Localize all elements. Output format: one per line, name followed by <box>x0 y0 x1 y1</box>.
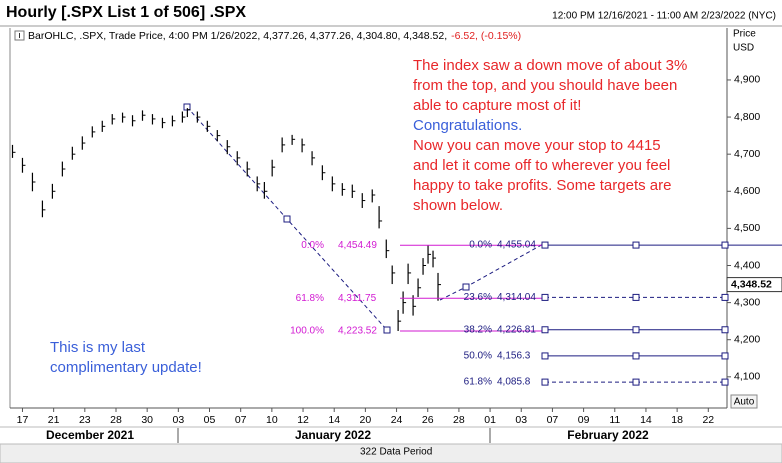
extension-handle[interactable] <box>721 293 729 301</box>
x-tick-label: 23 <box>79 414 91 426</box>
y-tick-label: 4,900 <box>734 74 760 86</box>
extension-price: 4,226.81 <box>497 324 536 335</box>
y-tick-label: 4,100 <box>734 371 760 383</box>
y-tick-label: 4,600 <box>734 185 760 197</box>
x-tick-label: 03 <box>172 414 184 426</box>
month-label: February 2022 <box>567 428 649 442</box>
x-tick-label: 12 <box>297 414 309 426</box>
x-tick-label: 14 <box>328 414 340 426</box>
auto-button-label[interactable]: Auto <box>734 397 755 408</box>
extension-handle[interactable] <box>541 352 549 360</box>
retracement-price: 4,454.49 <box>338 240 377 251</box>
note-text: complimentary update! <box>50 359 202 376</box>
extension-handle[interactable] <box>721 326 729 334</box>
x-tick-label: 14 <box>640 414 652 426</box>
note-text: The index saw a down move of about 3% <box>413 57 687 74</box>
extension-handle[interactable] <box>721 241 729 249</box>
extension-handle[interactable] <box>541 326 549 334</box>
x-tick-label: 18 <box>671 414 683 426</box>
extension-handle[interactable] <box>632 326 640 334</box>
x-tick-label: 21 <box>48 414 60 426</box>
extension-handle[interactable] <box>632 378 640 386</box>
month-label: December 2021 <box>46 428 134 442</box>
x-tick-label: 10 <box>266 414 278 426</box>
note-text: able to capture most of it! <box>413 97 581 114</box>
x-tick-label: 22 <box>702 414 714 426</box>
extension-handle[interactable] <box>721 352 729 360</box>
y-tick-label: 4,800 <box>734 111 760 123</box>
extension-handle[interactable] <box>632 352 640 360</box>
y-axis-label: USD <box>733 43 754 54</box>
series-info: BarOHLC, .SPX, Trade Price, 4:00 PM 1/26… <box>28 30 447 42</box>
annotation: The index saw a down move of about 3% fro… <box>50 57 687 376</box>
x-tick-label: 07 <box>235 414 247 426</box>
handle[interactable] <box>383 326 391 334</box>
window-title: Hourly [.SPX List 1 of 506] .SPX <box>6 4 246 21</box>
y-tick-label: 4,700 <box>734 148 760 160</box>
note-text: shown below. <box>413 197 503 214</box>
extension-level: 38.2% <box>464 324 492 335</box>
note-text: Now you can move your stop to 4415 <box>413 137 661 154</box>
handle[interactable] <box>462 283 470 291</box>
data-period: 322 Data Period <box>360 447 432 458</box>
extension-price: 4,156.3 <box>497 351 531 362</box>
extension-level: 61.8% <box>464 377 492 388</box>
extension-price: 4,455.04 <box>497 240 536 251</box>
retracement-price: 4,223.52 <box>338 326 377 337</box>
extension-handle[interactable] <box>541 293 549 301</box>
retracement-level: 61.8% <box>296 293 324 304</box>
status-bar <box>0 443 782 463</box>
x-tick-label: 28 <box>110 414 122 426</box>
note-text: from the top, and you should have been <box>413 77 677 94</box>
x-tick-label: 24 <box>391 414 403 426</box>
note-text: Congratulations. <box>413 117 522 134</box>
x-tick-label: 07 <box>547 414 559 426</box>
x-tick-label: 26 <box>422 414 434 426</box>
extension-price: 4,085.8 <box>497 377 531 388</box>
extension-handle[interactable] <box>541 241 549 249</box>
x-tick-label: 17 <box>17 414 29 426</box>
month-label: January 2022 <box>295 428 371 442</box>
y-axis-label: Price <box>733 29 756 40</box>
retracement-level: 100.0% <box>290 326 324 337</box>
extension-price: 4,314.04 <box>497 292 536 303</box>
x-tick-label: 28 <box>453 414 465 426</box>
extension-level: 50.0% <box>464 351 492 362</box>
last-price-tag <box>726 277 782 293</box>
x-tick-label: 01 <box>484 414 496 426</box>
x-tick-label: 09 <box>578 414 590 426</box>
retracement-price: 4,311.75 <box>338 293 377 304</box>
trendline-handles <box>183 103 470 334</box>
extension-level: 0.0% <box>469 240 492 251</box>
extension-level: 23.6% <box>464 292 492 303</box>
note-text: happy to take profits. Some targets are <box>413 177 671 194</box>
y-tick-label: 4,400 <box>734 259 760 271</box>
extension-handle[interactable] <box>632 241 640 249</box>
extension-handle[interactable] <box>541 378 549 386</box>
last-price-label: 4,348.52 <box>731 278 772 290</box>
auto-button[interactable] <box>730 394 758 409</box>
x-tick-label: 05 <box>204 414 216 426</box>
x-tick-label: 11 <box>609 414 620 426</box>
handle[interactable] <box>283 215 291 223</box>
extension-handle[interactable] <box>721 378 729 386</box>
note-text: This is my last <box>50 339 146 356</box>
x-tick-label: 03 <box>515 414 527 426</box>
retracement-level: 0.0% <box>301 240 324 251</box>
x-tick-label: 20 <box>360 414 372 426</box>
note-text: and let it come off to wherever you feel <box>413 157 670 174</box>
extension-handle[interactable] <box>632 293 640 301</box>
x-tick-label: 30 <box>141 414 153 426</box>
y-tick-label: 4,300 <box>734 296 760 308</box>
y-tick-label: 4,500 <box>734 222 760 234</box>
date-range: 12:00 PM 12/16/2021 - 11:00 AM 2/23/2022… <box>552 11 776 22</box>
series-change: -6.52, (-0.15%) <box>451 30 521 42</box>
y-tick-label: 4,200 <box>734 334 760 346</box>
